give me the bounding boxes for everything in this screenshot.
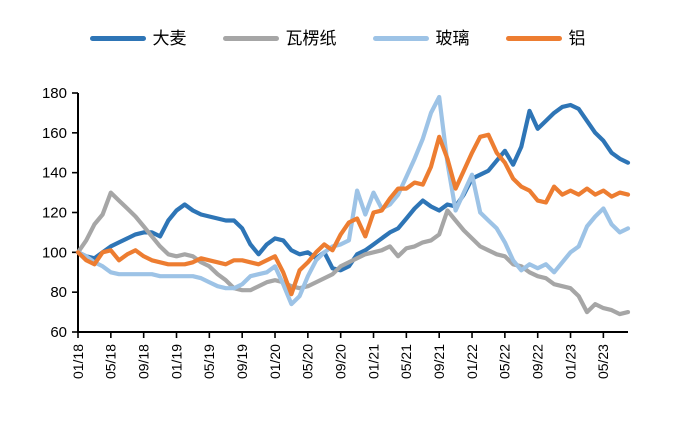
y-tick-label: 160 xyxy=(42,125,67,142)
x-tick-label: 01/18 xyxy=(70,344,86,379)
legend-label-aluminum: 铝 xyxy=(568,29,586,48)
x-tick-label: 05/23 xyxy=(595,344,611,379)
legend-item-barley: 大麦 xyxy=(89,29,187,48)
y-tick-label: 120 xyxy=(42,205,67,222)
legend-swatch-aluminum xyxy=(505,36,562,41)
x-tick-label: 09/20 xyxy=(332,344,348,379)
x-tick-label: 01/19 xyxy=(168,344,184,379)
y-tick-label: 60 xyxy=(50,324,67,341)
axes: 60 80 100 120 140 160 180 01/18 05/18 09/18 01/19 0… xyxy=(42,85,628,379)
legend-item-corrugated-paper: 瓦楞纸 xyxy=(222,29,337,48)
series-line-glass xyxy=(75,94,631,307)
legend-label-glass: 玻璃 xyxy=(435,29,470,48)
x-tick-label: 05/20 xyxy=(300,344,316,379)
x-tick-label: 05/18 xyxy=(103,344,119,379)
x-tick-label: 01/21 xyxy=(365,344,381,379)
legend-item-aluminum: 铝 xyxy=(505,29,586,48)
y-tick-label: 180 xyxy=(42,85,67,102)
x-tick-label: 01/20 xyxy=(267,344,283,379)
y-tick-label: 80 xyxy=(50,284,67,301)
x-tick-label: 09/21 xyxy=(431,344,447,379)
legend-label-barley: 大麦 xyxy=(152,29,187,48)
series-line-aluminum xyxy=(75,132,631,297)
x-tick-label: 01/23 xyxy=(562,344,578,379)
x-tick-label: 09/19 xyxy=(234,344,250,379)
legend-item-glass: 玻璃 xyxy=(372,29,470,48)
x-tick-label: 05/22 xyxy=(497,344,513,379)
x-tick-label: 09/18 xyxy=(135,344,151,379)
series-lines xyxy=(75,94,631,317)
y-tick-label: 100 xyxy=(42,244,67,261)
legend: 大麦 瓦楞纸 玻璃 铝 xyxy=(0,30,675,47)
x-tick-label: 05/19 xyxy=(201,344,217,379)
legend-swatch-barley xyxy=(89,36,146,41)
series-line-corrugated-paper xyxy=(75,190,631,317)
y-tick-label: 140 xyxy=(42,165,67,182)
legend-swatch-glass xyxy=(372,36,429,41)
x-tick-label: 05/21 xyxy=(398,344,414,379)
x-tick-label: 01/22 xyxy=(464,344,480,379)
x-tick-label: 09/22 xyxy=(529,344,545,379)
legend-swatch-corrugated-paper xyxy=(222,36,279,41)
legend-label-corrugated-paper: 瓦楞纸 xyxy=(285,29,337,48)
